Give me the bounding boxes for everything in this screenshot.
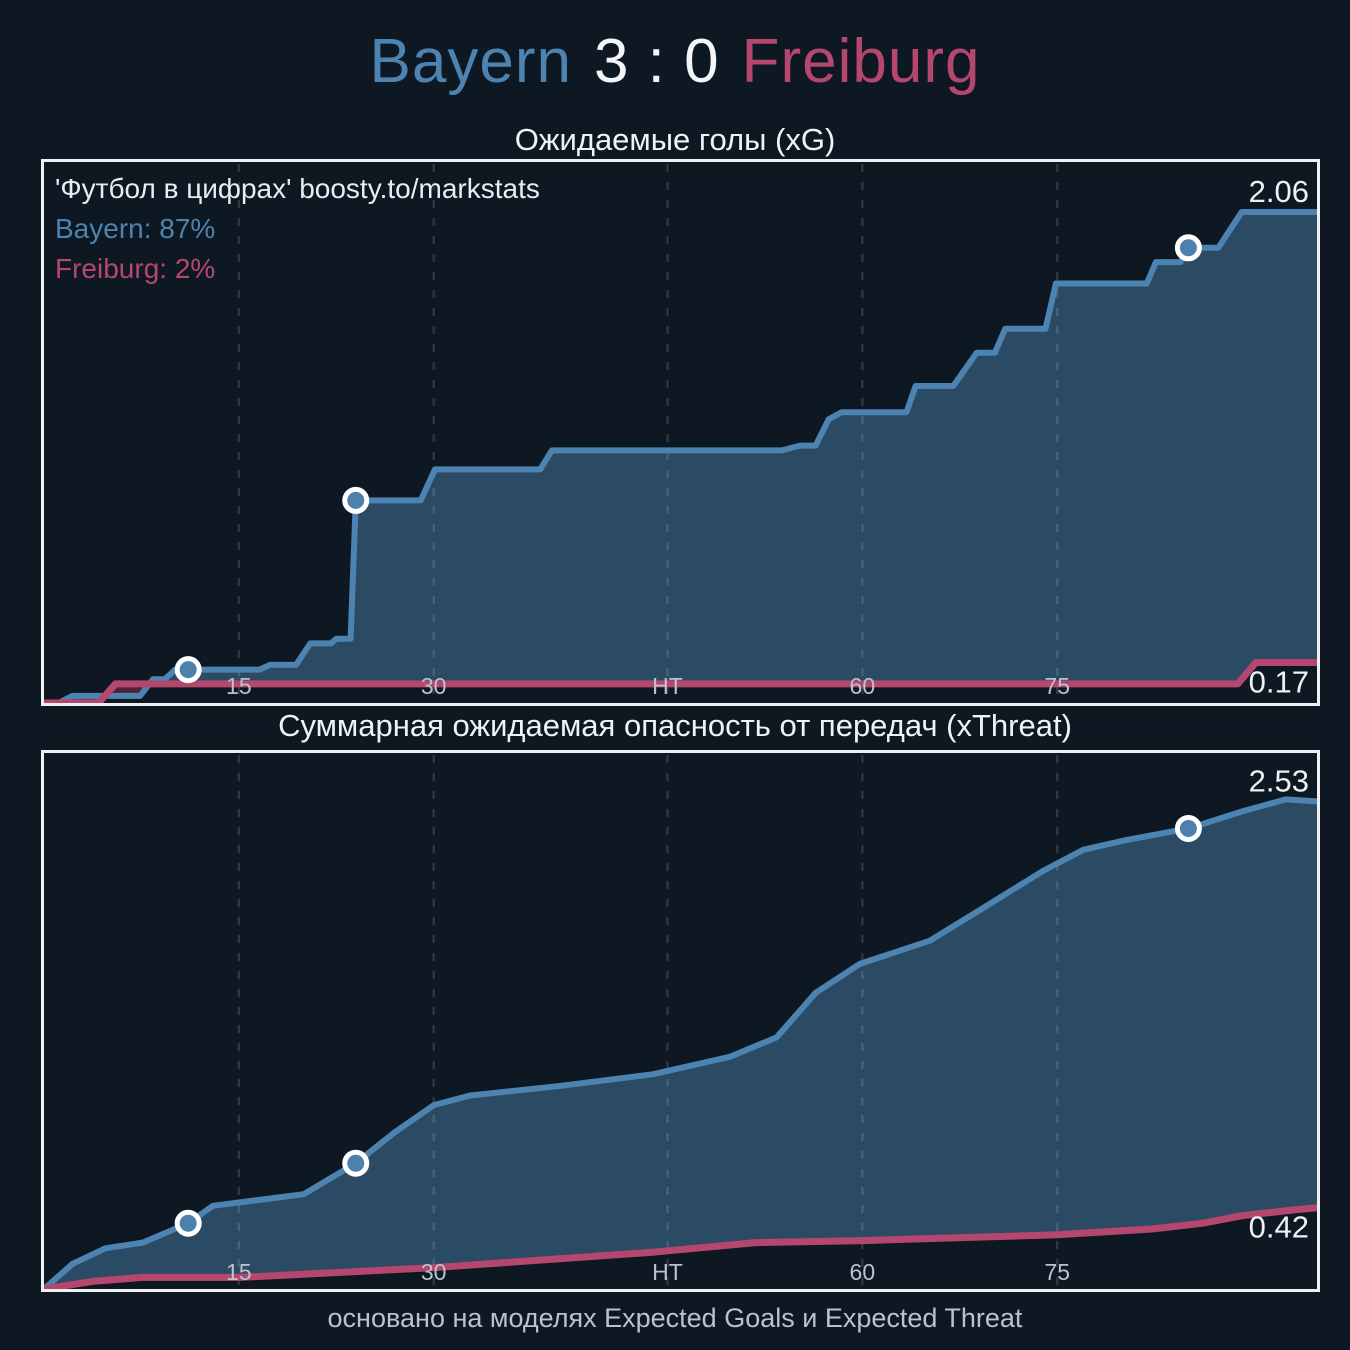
- footer-note: основано на моделях Expected Goals и Exp…: [327, 1303, 1023, 1333]
- goal-marker: [174, 1209, 202, 1237]
- away-win-probability: Freiburg: 2%: [55, 253, 216, 285]
- home-team-name: Bayern: [369, 27, 572, 96]
- home-win-probability: Bayern: 87%: [55, 213, 216, 245]
- goal-marker: [342, 486, 370, 514]
- x-tick-label: HT: [652, 673, 683, 699]
- xthreat-chart-title: Суммарная ожидаемая опасность от передач…: [278, 708, 1072, 743]
- away-final-value-label: 0.42: [1249, 1210, 1309, 1245]
- x-tick-label: HT: [652, 1259, 683, 1285]
- x-tick-label: 75: [1044, 673, 1070, 699]
- x-tick-label: 15: [226, 1259, 252, 1285]
- goal-marker: [342, 1149, 370, 1177]
- home-final-value-label: 2.53: [1249, 763, 1309, 798]
- home-area-fill: [44, 799, 1317, 1289]
- xthreat-chart-canvas: 15 30 HT 60 75 2.53 0.42: [44, 755, 1317, 1289]
- match-score: 3 : 0: [593, 27, 720, 96]
- away-series-line: [44, 1204, 1317, 1289]
- x-tick-label: 15: [226, 673, 252, 699]
- x-tick-label: 30: [421, 673, 447, 699]
- xthreat-chart: 15 30 HT 60 75 2.53 0.42: [41, 750, 1320, 1292]
- away-final-value-label: 0.17: [1249, 664, 1309, 699]
- goal-marker: [174, 656, 202, 684]
- xg-chart-title: Ожидаемые голы (xG): [514, 122, 836, 157]
- goal-marker: [1174, 234, 1202, 262]
- x-tick-label: 60: [850, 673, 876, 699]
- x-tick-label: 75: [1044, 1259, 1070, 1285]
- watermark-annotation: 'Футбол в цифрах' boosty.to/markstats Ba…: [55, 169, 540, 289]
- xg-chart-canvas: 15 30 HT 60 75 2.06 0.17: [44, 164, 1317, 703]
- watermark-source: 'Футбол в цифрах' boosty.to/markstats: [55, 173, 540, 204]
- x-tick-label: 30: [421, 1259, 447, 1285]
- goal-marker: [1174, 814, 1202, 842]
- x-tick-label: 60: [850, 1259, 876, 1285]
- home-final-value-label: 2.06: [1249, 174, 1309, 209]
- away-series-line: [44, 659, 1317, 703]
- away-team-name: Freiburg: [741, 27, 981, 96]
- match-title: Bayern 3 : 0 Freiburg: [0, 26, 1350, 97]
- home-series-line: [44, 209, 1317, 703]
- xg-chart: 15 30 HT 60 75 2.06 0.17: [41, 159, 1320, 706]
